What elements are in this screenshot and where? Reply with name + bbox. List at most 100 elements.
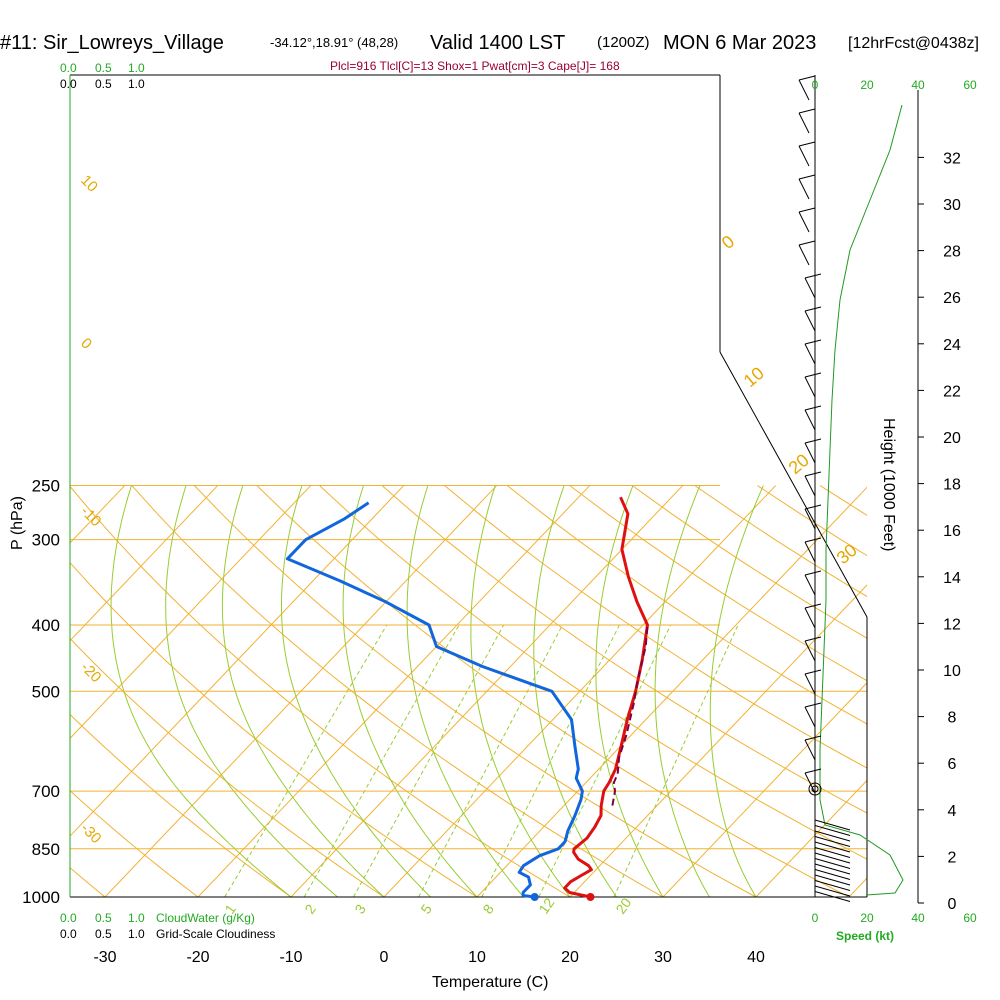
height-tick-label: 2 — [948, 849, 957, 866]
cloud-scale-bottom-green-2: 1.0 — [128, 911, 145, 925]
wind-barb-low — [814, 847, 851, 858]
wind-barb-staff — [804, 607, 816, 629]
wind-barb-flag — [798, 108, 816, 114]
forecast-label: [12hrFcst@0438z] — [848, 35, 979, 52]
mixing-ratio-label: 8 — [479, 901, 497, 917]
wind-barb-flag — [804, 405, 822, 411]
wind-barb-flag — [798, 207, 816, 213]
y-tick-label: 300 — [32, 531, 60, 550]
dry-adiabat-line — [506, 485, 867, 725]
wind-barb-staff — [798, 112, 810, 134]
speed-axis-bottom: 0 20 40 60 — [812, 911, 977, 925]
cloud-water-label: CloudWater (g/Kg) — [156, 911, 255, 925]
wind-barb-low — [814, 885, 851, 897]
wind-barb-flag — [804, 438, 822, 444]
wind-barb-low — [814, 830, 851, 842]
x-tick-label: 0 — [380, 949, 389, 966]
dry-adiabat-line — [70, 485, 571, 897]
wind-barb-low — [814, 891, 851, 902]
dry-adiabat-line — [381, 485, 867, 814]
mixing-ratio-line — [481, 624, 620, 897]
wind-barb-flag — [804, 636, 822, 642]
moist-adiabat-line — [595, 485, 664, 897]
y-tick-label: 850 — [32, 840, 60, 859]
x-tick-label: 40 — [747, 949, 765, 966]
speed-tick-top: 0 — [812, 78, 819, 92]
speed-tick-top: 20 — [860, 78, 874, 92]
wind-barb-flag — [798, 240, 816, 246]
wind-barb-staff — [804, 706, 816, 728]
height-tick-label: 26 — [943, 290, 961, 307]
speed-tick-bottom: 40 — [911, 911, 925, 925]
wind-barb-staff — [798, 244, 810, 266]
mixing-ratio-label: 5 — [417, 901, 435, 917]
wind-barb-staff — [804, 508, 816, 530]
wind-barb-flag — [798, 75, 816, 81]
utc-time: (1200Z) — [597, 34, 650, 51]
dry-adiabat-line — [70, 713, 292, 897]
mixing-ratio-line — [538, 624, 672, 897]
wind-barb-flag — [804, 273, 822, 279]
wind-barb-staff — [804, 475, 816, 497]
cloud-scale-top-green-0: 0.0 — [60, 61, 77, 75]
cloud-scale-bottom: 0.0 0.5 1.0 CloudWater (g/Kg) 0.0 0.5 1.… — [60, 911, 275, 941]
lcl-marker-outer — [808, 782, 822, 796]
isotherm-label: 10 — [77, 172, 101, 196]
y-tick-label: 700 — [32, 782, 60, 801]
mixing-ratio-label: 20 — [612, 895, 634, 917]
speed-tick-bottom: 60 — [963, 911, 977, 925]
x-tick-label: -10 — [279, 949, 302, 966]
station-coords: -34.12°,18.91° (48,28) — [270, 35, 398, 50]
height-tick-label: 16 — [943, 523, 961, 540]
surface-dewpoint-dot — [530, 893, 539, 901]
wind-barb-flag — [804, 504, 822, 510]
x-tick-label: -30 — [93, 949, 116, 966]
height-axis-title: Height (1000 Feet) — [880, 418, 897, 551]
moist-adiabat-grid — [110, 485, 764, 897]
wind-barb-flag — [804, 603, 822, 609]
height-tick-label: 18 — [943, 477, 961, 494]
wind-barb-low — [814, 869, 851, 880]
mixing-ratio-label: 3 — [351, 901, 369, 917]
wind-barb-low — [814, 841, 851, 853]
height-tick-label: 32 — [943, 150, 961, 167]
wind-barb-low — [814, 863, 851, 875]
height-tick-label: 14 — [943, 570, 961, 587]
mixing-ratio-line — [418, 624, 563, 897]
cloud-scale-bottom-green-1: 0.5 — [95, 911, 112, 925]
wind-barb-flag — [804, 339, 822, 345]
isotherm-label: -20 — [77, 659, 104, 686]
cloudiness-label: Grid-Scale Cloudiness — [156, 927, 275, 941]
dry-adiabat-grid — [70, 485, 867, 897]
cloud-scale-top-green-2: 1.0 — [128, 61, 145, 75]
cloud-scale-bottom-black-2: 1.0 — [128, 927, 145, 941]
x-axis-title: Temperature (C) — [432, 974, 548, 991]
moist-adiabat-line — [406, 485, 524, 897]
wind-barb-staff — [798, 145, 810, 167]
height-tick-label: 28 — [943, 244, 961, 261]
wind-barb-low — [814, 880, 851, 891]
isotherm-label: 0 — [77, 335, 95, 353]
valid-time: Valid 1400 LST — [430, 32, 565, 54]
moist-adiabat-line — [709, 485, 764, 897]
mixing-ratio-line — [224, 624, 388, 897]
height-tick-label: 6 — [948, 756, 957, 773]
dry-adiabat-line — [569, 485, 867, 682]
y-tick-labels: 250 300 400 500 700 850 1000 — [22, 477, 60, 907]
y-tick-label: 400 — [32, 616, 60, 635]
wind-barb-flag — [804, 306, 822, 312]
station-title: #11: Sir_Lowreys_Village — [0, 32, 224, 54]
wind-barb-flag — [804, 537, 822, 543]
wind-barb-low — [814, 825, 851, 836]
mixing-ratio-labels: 1 2 3 5 8 12 20 — [221, 895, 634, 917]
wind-barb-low — [814, 874, 851, 886]
wind-barb-low — [814, 858, 851, 869]
dry-adiabat-line — [70, 561, 478, 897]
mixing-ratio-line — [303, 624, 460, 897]
date-label: MON 6 Mar 2023 — [663, 32, 816, 54]
x-tick-label: 10 — [468, 949, 486, 966]
isotherm-labels: 100-10-20-30 — [77, 172, 104, 847]
speed-axis-label: Speed (kt) — [836, 929, 894, 943]
